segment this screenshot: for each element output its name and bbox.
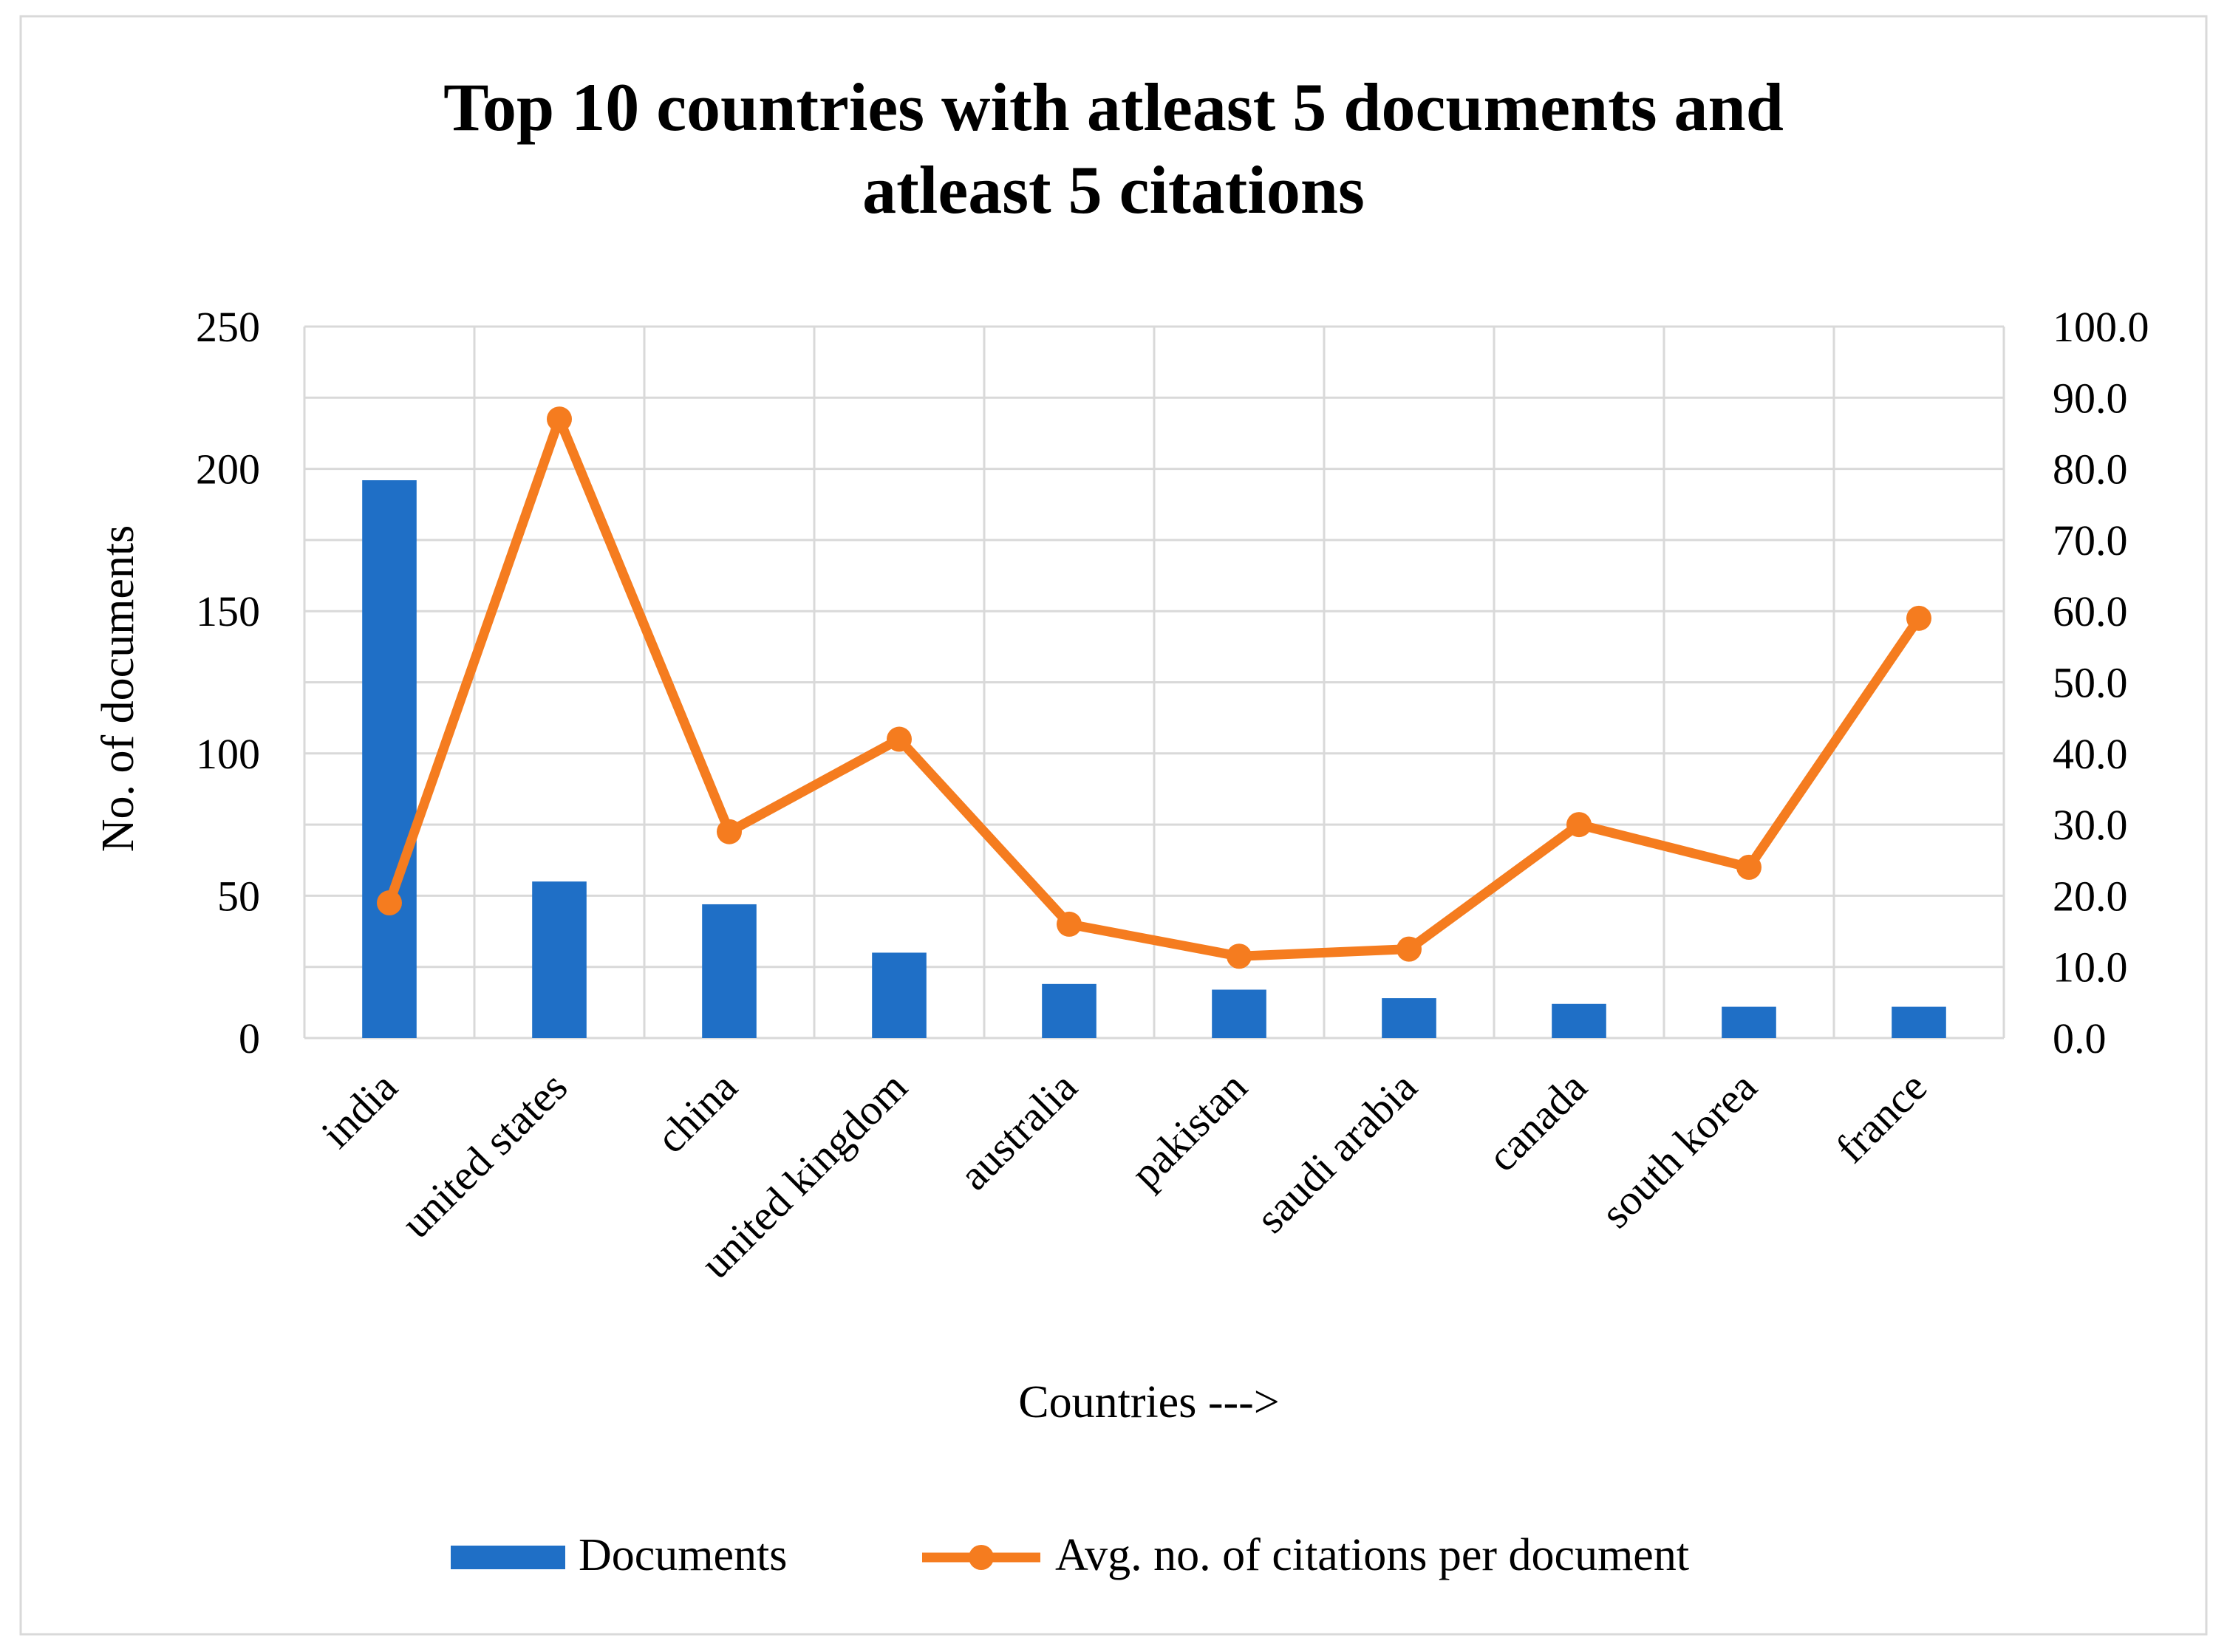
citations-point — [1736, 854, 1762, 880]
y-axis-label: No. of documents — [93, 525, 143, 853]
right-tick-label: 30.0 — [2053, 801, 2128, 849]
citations-point — [1227, 943, 1252, 969]
documents-bar — [1042, 983, 1097, 1038]
citations-point — [1566, 812, 1592, 838]
chart-title-line: atleast 5 citations — [862, 152, 1365, 228]
documents-bars — [362, 480, 1946, 1038]
documents-bar — [702, 904, 757, 1038]
left-tick-label: 0 — [239, 1014, 260, 1062]
documents-bar — [1212, 989, 1266, 1038]
documents-bar — [1382, 998, 1436, 1038]
citations-point — [1396, 936, 1422, 962]
left-tick-label: 50 — [217, 872, 260, 920]
legend: Documents Avg. no. of citations per docum… — [451, 1530, 1689, 1580]
right-tick-label: 100.0 — [2053, 303, 2149, 351]
citations-point — [1057, 911, 1082, 937]
right-tick-label: 50.0 — [2053, 659, 2128, 707]
right-axis-ticks: 0.0 10.0 20.0 30.0 40.0 50.0 60.0 70.0 80.0 90.0 1… — [2053, 303, 2149, 1062]
legend-label-citations: Avg. no. of citations per document — [1055, 1530, 1689, 1580]
left-tick-label: 250 — [196, 303, 260, 351]
documents-bar — [1892, 1006, 1946, 1038]
left-tick-label: 100 — [196, 730, 260, 778]
citations-point — [1906, 605, 1931, 631]
x-axis-label: Countries ---> — [1018, 1377, 1280, 1427]
right-tick-label: 10.0 — [2053, 943, 2128, 991]
left-tick-label: 200 — [196, 446, 260, 494]
citations-point — [887, 726, 912, 752]
right-tick-label: 60.0 — [2053, 587, 2128, 635]
citations-line — [377, 406, 1931, 969]
left-tick-label: 150 — [196, 587, 260, 635]
chart-title: Top 10 countries with atleast 5 document… — [443, 69, 1784, 228]
right-tick-label: 70.0 — [2053, 516, 2128, 564]
gridlines — [303, 325, 2005, 1040]
documents-bar — [362, 480, 417, 1038]
citations-point — [377, 890, 402, 916]
citations-line-path — [384, 414, 1923, 961]
documents-bar — [1722, 1006, 1776, 1038]
right-tick-label: 80.0 — [2053, 446, 2128, 494]
right-tick-label: 20.0 — [2053, 872, 2128, 920]
right-tick-label: 40.0 — [2053, 730, 2128, 778]
citations-point — [717, 819, 742, 844]
legend-label-documents: Documents — [579, 1530, 787, 1580]
right-tick-label: 0.0 — [2053, 1014, 2107, 1062]
chart-title-line: Top 10 countries with atleast 5 document… — [443, 69, 1784, 145]
legend-swatch-citations-marker — [969, 1545, 994, 1570]
right-tick-label: 90.0 — [2053, 374, 2128, 422]
documents-bar — [872, 952, 927, 1038]
documents-bar — [532, 881, 587, 1038]
legend-swatch-documents — [451, 1546, 565, 1569]
documents-bar — [1552, 1003, 1606, 1038]
left-axis-ticks: 0 50 100 150 200 250 — [196, 303, 260, 1062]
citations-point — [547, 406, 572, 432]
